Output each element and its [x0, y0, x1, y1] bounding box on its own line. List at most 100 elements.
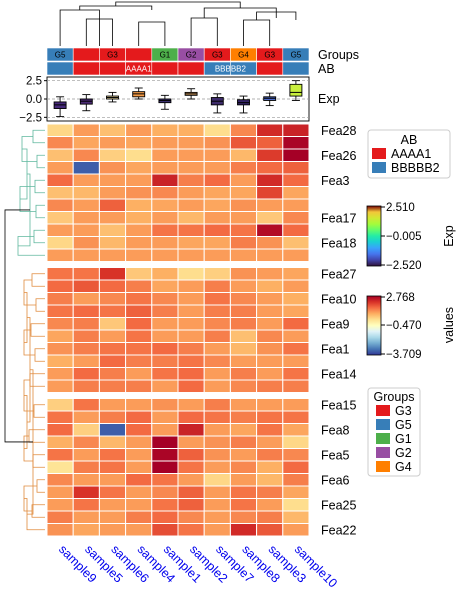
heatmap-cell	[98, 448, 127, 462]
heatmap-cell	[282, 236, 310, 250]
heatmap-cell	[177, 236, 205, 250]
heatmap-cell	[229, 379, 258, 393]
heatmap-cell	[151, 473, 179, 487]
heatmap-cell	[46, 198, 74, 212]
heatmap-cell	[151, 379, 179, 393]
heatmap-cell	[203, 267, 231, 281]
heatmap-cell	[72, 410, 100, 424]
heatmap-cell	[177, 342, 205, 356]
heatmap-cell	[72, 198, 100, 212]
heatmap-cell	[203, 498, 231, 512]
values-colorbar-max: 2.768	[386, 292, 415, 304]
heatmap-cell	[256, 267, 284, 281]
ab-legend-title: AB	[401, 133, 418, 147]
groups-legend-label: G5	[395, 418, 412, 432]
heatmap-cell	[256, 354, 284, 368]
heatmap-cell	[282, 523, 310, 537]
groups-legend-title: Groups	[374, 390, 415, 404]
row-dendrogram-link	[30, 323, 45, 337]
heatmap-cell	[229, 148, 258, 162]
heatmap-cell	[282, 367, 310, 381]
heatmap-cell	[46, 136, 74, 150]
heatmap-cell	[98, 248, 127, 262]
values-colorbar-mid: −0.470	[386, 320, 422, 332]
ab-cell	[256, 61, 284, 76]
heatmap-cell	[151, 485, 179, 499]
heatmap-cell	[72, 423, 100, 437]
exp-boxplot: −2.5 0.0 2.5	[19, 76, 310, 124]
heatmap-cell	[151, 367, 179, 381]
heatmap-cell	[98, 379, 127, 393]
heatmap-cell	[46, 267, 74, 281]
heatmap-cell	[98, 423, 127, 437]
heatmap-cell	[98, 485, 127, 499]
heatmap-cell	[229, 136, 258, 150]
heatmap-cell	[256, 473, 284, 487]
heatmap-cell	[256, 304, 284, 318]
heatmap-cell	[98, 198, 127, 212]
feature-label: Fea6	[321, 473, 350, 487]
heatmap-cell	[229, 123, 258, 137]
feature-label: Fea15	[321, 398, 356, 412]
heatmap-cell	[125, 198, 153, 212]
heatmap-cell	[125, 510, 153, 524]
heatmap-cell	[256, 161, 284, 175]
heatmap-cell	[229, 367, 258, 381]
heatmap-cell	[46, 398, 74, 412]
feature-label: Fea3	[321, 174, 350, 188]
heatmap-cell	[256, 398, 284, 412]
ab-cell	[72, 61, 100, 76]
heatmap-cell	[125, 398, 153, 412]
feature-label: Fea28	[321, 124, 356, 138]
heatmap-cell	[256, 498, 284, 512]
heatmap-cell	[98, 304, 127, 318]
groups-legend-label: G1	[395, 432, 412, 446]
heatmap-cell	[282, 292, 310, 306]
heatmap-cell	[46, 186, 74, 200]
heatmap-cell	[177, 148, 205, 162]
heatmap-cell	[151, 161, 179, 175]
heatmap-cell	[203, 304, 231, 318]
heatmap-cell	[282, 173, 310, 187]
heatmap-cell	[177, 435, 205, 449]
ab-legend-swatch	[372, 148, 386, 159]
heatmap-cell	[282, 473, 310, 487]
heatmap-cell	[229, 410, 258, 424]
ab-legend-swatch	[372, 162, 386, 173]
row-dendrogram-link	[20, 148, 28, 200]
heatmap-cell	[177, 267, 205, 281]
heatmap-cell	[256, 367, 284, 381]
heatmap-cell	[203, 473, 231, 487]
heatmap-cell	[282, 460, 310, 474]
heatmap-cell	[125, 329, 153, 343]
heatmap-cell	[229, 279, 258, 293]
groups-legend-swatch	[376, 447, 390, 458]
heatmap-cell	[46, 473, 74, 487]
boxplot-ytick-label: 0.0	[26, 94, 42, 106]
heatmap-cell	[282, 485, 310, 499]
heatmap-cell	[98, 161, 127, 175]
ab-cell	[151, 61, 179, 76]
heatmap-cell	[177, 317, 205, 331]
heatmap-cell	[177, 410, 205, 424]
groups-cell	[72, 47, 100, 62]
heatmap-cell	[98, 223, 127, 237]
heatmap-cell	[282, 186, 310, 200]
heatmap-cell	[72, 173, 100, 187]
values-colorbar: 2.768 −0.470 −3.709 values	[366, 292, 456, 361]
heatmap-cell	[256, 148, 284, 162]
heatmap-cell	[256, 423, 284, 437]
heatmap-cell	[151, 236, 179, 250]
heatmap-cell	[151, 136, 179, 150]
heatmap-cell	[256, 448, 284, 462]
heatmap-cell	[177, 448, 205, 462]
groups-run-label: G5	[291, 51, 302, 60]
feature-label: Fea22	[321, 523, 356, 537]
heatmap-cell	[177, 161, 205, 175]
heatmap-cell	[256, 342, 284, 356]
heatmap-cell	[203, 123, 231, 137]
heatmap-cell	[98, 236, 127, 250]
heatmap-cell	[177, 292, 205, 306]
heatmap-cell	[282, 148, 310, 162]
heatmap-cell	[72, 485, 100, 499]
